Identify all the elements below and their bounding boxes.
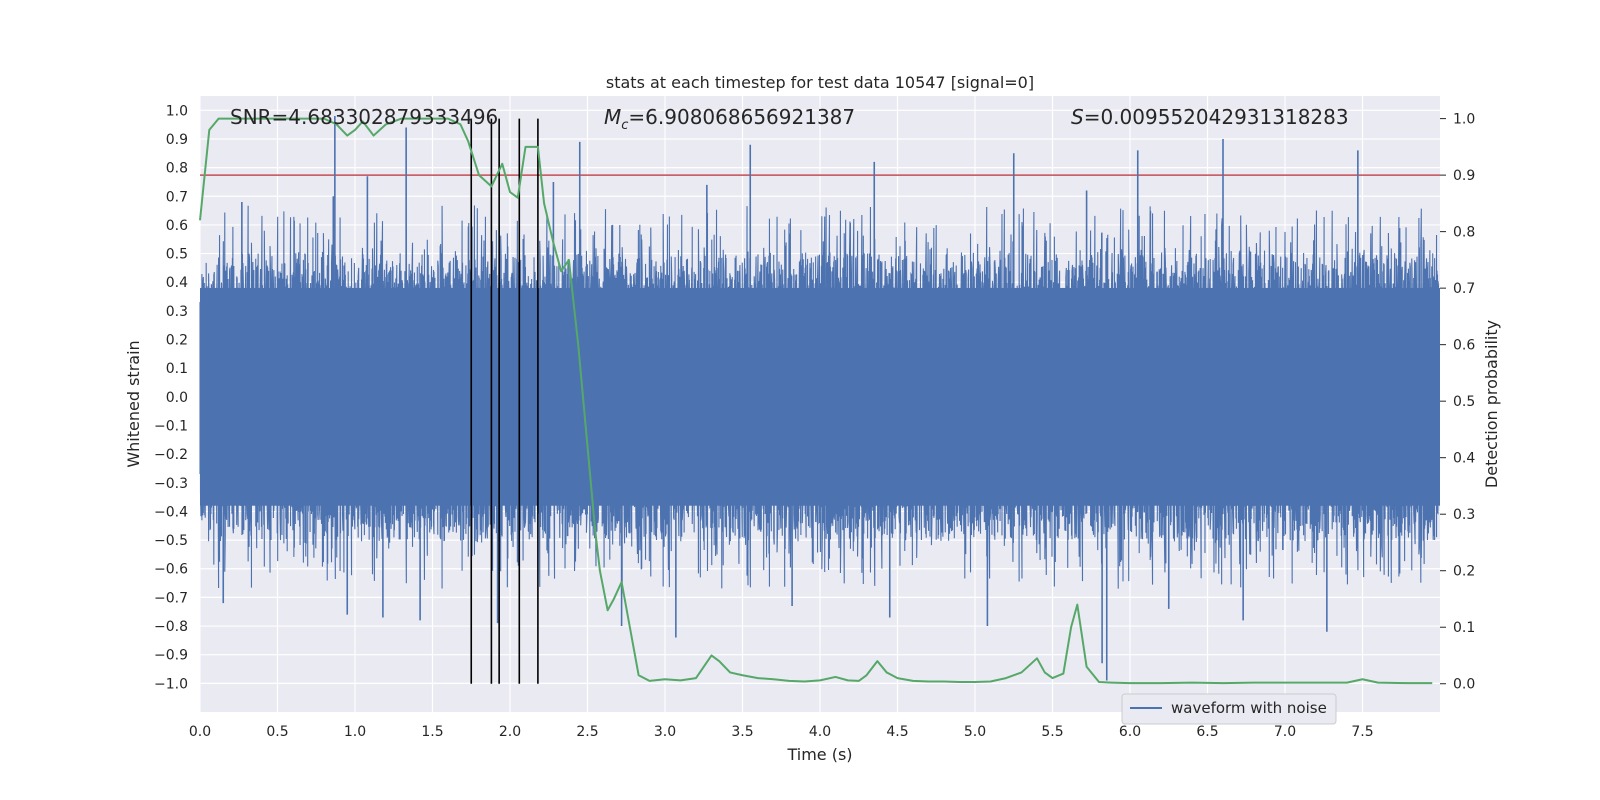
y-tick-label: −0.9 xyxy=(154,648,188,664)
x-tick-label: 5.0 xyxy=(964,724,986,740)
y2-tick-label: 0.9 xyxy=(1453,168,1475,184)
y2-tick-label: 0.5 xyxy=(1453,394,1475,410)
probability-line xyxy=(199,117,1433,685)
mc-subscript: c xyxy=(621,118,628,133)
y2-tick-label: 0.7 xyxy=(1453,281,1475,297)
x-tick-label: 4.5 xyxy=(886,724,908,740)
chart-title: stats at each timestep for test data 105… xyxy=(606,73,1034,92)
y-ticks: −1.0 −0.9 −0.8 −0.7 −0.6 −0.5 −0.4 −0.3 −0.2 −0.1… xyxy=(154,103,188,692)
x-tick-label: 1.5 xyxy=(421,724,443,740)
y2-tick-label: 0.3 xyxy=(1453,507,1475,523)
y-tick-label: −1.0 xyxy=(154,676,188,692)
mc-value: =6.908068656921387 xyxy=(628,105,855,129)
x-ticks: 0.0 0.5 1.0 1.5 2.0 2.5 3.0 3.5 4.0 4.5 5.0 5.5 6.0 6… xyxy=(189,724,1374,740)
x-tick-label: 2.0 xyxy=(499,724,521,740)
y-tick-label: −0.1 xyxy=(154,418,188,434)
y2-tick-label: 1.0 xyxy=(1453,112,1475,128)
mc-annotation: Mc=6.908068656921387 xyxy=(604,105,855,133)
y2-axis-label: Detection probability xyxy=(1482,320,1501,488)
y2-ticks: 0.0 0.1 0.2 0.3 0.4 0.5 0.6 0.7 0.8 0.9 1.0 xyxy=(1440,112,1475,693)
legend-label: waveform with noise xyxy=(1171,699,1327,717)
x-tick-label: 6.0 xyxy=(1119,724,1141,740)
y-tick-label: 0.7 xyxy=(166,189,188,205)
s-symbol: S xyxy=(1071,105,1084,129)
y2-tick-label: 0.1 xyxy=(1453,620,1475,636)
vline-layer xyxy=(470,118,539,684)
snr-annotation: SNR=4.683302879333496 xyxy=(230,105,498,129)
y-tick-label: −0.8 xyxy=(154,619,188,635)
x-tick-label: 1.0 xyxy=(344,724,366,740)
x-tick-label: 2.5 xyxy=(576,724,598,740)
y2-tick-label: 0.8 xyxy=(1453,225,1475,241)
y-tick-label: −0.5 xyxy=(154,533,188,549)
legend: waveform with noise xyxy=(1121,693,1337,725)
x-tick-label: 0.5 xyxy=(266,724,288,740)
s-value: =0.009552042931318283 xyxy=(1084,105,1349,129)
y2-tick-label: 0.4 xyxy=(1453,451,1475,467)
y-tick-label: 0.9 xyxy=(166,132,188,148)
y-tick-label: 0.5 xyxy=(166,247,188,263)
x-tick-label: 5.5 xyxy=(1041,724,1063,740)
y-tick-label: −0.4 xyxy=(154,504,188,520)
y-axis-label: Whitened strain xyxy=(124,340,143,467)
x-tick-label: 3.5 xyxy=(731,724,753,740)
y-tick-label: −0.3 xyxy=(154,476,188,492)
waveform-core xyxy=(200,287,1440,506)
x-tick-label: 6.5 xyxy=(1196,724,1218,740)
legend-box xyxy=(1121,693,1337,725)
y-tick-label: 0.2 xyxy=(166,333,188,349)
y-tick-label: −0.2 xyxy=(154,447,188,463)
x-tick-label: 0.0 xyxy=(189,724,211,740)
x-axis-label: Time (s) xyxy=(786,745,852,764)
y-tick-label: 0.0 xyxy=(166,390,188,406)
y2-tick-label: 0.6 xyxy=(1453,338,1475,354)
y-tick-label: 0.4 xyxy=(166,275,188,291)
waveform-layer xyxy=(199,116,1440,681)
y-tick-label: −0.6 xyxy=(154,562,188,578)
x-tick-label: 3.0 xyxy=(654,724,676,740)
x-tick-label: 7.0 xyxy=(1274,724,1296,740)
x-tick-label: 7.5 xyxy=(1351,724,1373,740)
y-tick-label: −0.7 xyxy=(154,590,188,606)
y-tick-label: 0.8 xyxy=(166,161,188,177)
mc-symbol: M xyxy=(604,105,621,129)
y-tick-label: 1.0 xyxy=(166,103,188,119)
s-annotation: S=0.009552042931318283 xyxy=(1071,105,1349,129)
y-tick-label: 0.6 xyxy=(166,218,188,234)
y2-tick-label: 0.0 xyxy=(1453,677,1475,693)
prob-layer xyxy=(199,117,1433,685)
x-tick-label: 4.0 xyxy=(809,724,831,740)
y-tick-label: 0.3 xyxy=(166,304,188,320)
y-tick-label: 0.1 xyxy=(166,361,188,377)
y2-tick-label: 0.2 xyxy=(1453,564,1475,580)
